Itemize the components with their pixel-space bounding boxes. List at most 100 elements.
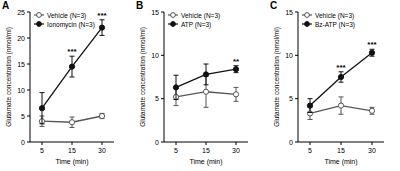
x-tick-label: 15 — [202, 147, 210, 154]
x-tick — [72, 142, 73, 145]
error-bar — [70, 56, 75, 77]
plot-area — [307, 49, 374, 119]
significance: *** — [367, 40, 377, 49]
x-tick — [206, 142, 207, 145]
data-point — [203, 72, 208, 77]
y-tick-label: 15 — [17, 61, 25, 68]
error-bar — [339, 97, 344, 114]
data-point — [39, 106, 44, 111]
error-bar — [370, 107, 375, 114]
x-tick-label: 5 — [174, 147, 178, 154]
y-tick — [295, 98, 298, 99]
y-tick-label: 0 — [289, 139, 293, 146]
x-tick-label: 15 — [68, 147, 76, 154]
plot-area — [39, 20, 104, 128]
y-tick-label: 15 — [151, 9, 159, 16]
data-point — [233, 92, 238, 97]
data-point — [69, 120, 74, 125]
error-bar — [100, 113, 105, 118]
y-tick-label: 5 — [155, 95, 159, 102]
legend-marker — [37, 22, 42, 27]
figure: A051015202551530Time (min)Glutamate conc… — [0, 0, 400, 171]
y-tick-label: 25 — [17, 9, 25, 16]
significance: *** — [336, 63, 346, 72]
data-point — [307, 103, 312, 108]
x-tick-label: 15 — [337, 147, 345, 154]
legend-marker — [305, 13, 310, 18]
x-tick-label: 30 — [368, 147, 376, 154]
y-tick — [161, 98, 164, 99]
significance: ** — [233, 57, 240, 66]
x-tick — [42, 142, 43, 145]
data-point — [369, 50, 374, 55]
legend-label: Vehicle (N=3) — [47, 12, 86, 20]
significance: *** — [97, 11, 107, 20]
y-tick — [27, 90, 30, 91]
legend-label: Vehicle (N=3) — [181, 12, 220, 20]
y-axis — [30, 12, 31, 142]
panel: B 0 5 10 15 5 15 30 Time (min) Glutamate concentr… — [136, 0, 248, 166]
data-point — [203, 89, 208, 94]
x-tick-label: 5 — [40, 147, 44, 154]
legend-marker — [171, 22, 176, 27]
y-tick — [27, 12, 30, 13]
y-axis-label: Glutamate concentration (nmol/ml) — [139, 27, 147, 127]
data-point — [173, 85, 178, 90]
legend-label: ATP (N=3) — [181, 21, 211, 29]
data-point — [369, 108, 374, 113]
y-tick-label: 10 — [151, 52, 159, 59]
y-tick — [27, 142, 30, 143]
x-tick-label: 30 — [98, 147, 106, 154]
error-bar — [370, 49, 375, 56]
y-tick-label: 5 — [289, 95, 293, 102]
y-tick — [161, 12, 164, 13]
y-tick — [295, 55, 298, 56]
y-tick-label: 10 — [285, 52, 293, 59]
legend-label: Ionomycin (N=3) — [47, 21, 95, 29]
x-tick — [372, 142, 373, 145]
data-point — [338, 74, 343, 79]
legend-marker — [305, 22, 310, 27]
legend-marker — [37, 13, 42, 18]
x-axis-label: Time (min) — [189, 158, 222, 166]
x-tick — [176, 142, 177, 145]
legend: Vehicle (N=3)ATP (N=3) — [168, 12, 220, 29]
series-line — [42, 28, 102, 109]
y-axis — [298, 12, 299, 142]
x-tick-label: 30 — [232, 147, 240, 154]
x-tick — [310, 142, 311, 145]
legend: Vehicle (N=3)Ionomycin (N=3) — [34, 12, 95, 29]
data-point — [233, 67, 238, 72]
panel-letter: C — [270, 0, 277, 11]
data-point — [338, 103, 343, 108]
significance: *** — [67, 47, 77, 56]
data-point — [99, 113, 104, 118]
y-axis — [164, 12, 165, 142]
y-tick-label: 15 — [285, 9, 293, 16]
y-tick-label: 0 — [155, 139, 159, 146]
x-axis-label: Time (min) — [324, 158, 357, 166]
error-bar — [100, 20, 105, 36]
error-bar — [204, 64, 209, 85]
error-bar — [234, 66, 239, 73]
error-bar — [234, 87, 239, 101]
panel-letter: B — [136, 0, 143, 11]
error-bar — [308, 99, 313, 113]
legend-label: Bz-ATP (N=3) — [315, 21, 355, 29]
series-line — [310, 53, 372, 106]
error-bar — [70, 117, 75, 127]
error-bar — [40, 93, 45, 124]
panel-letter: A — [2, 0, 9, 11]
x-tick — [236, 142, 237, 145]
x-tick — [102, 142, 103, 145]
legend: Vehicle (N=3)Bz-ATP (N=3) — [302, 12, 355, 29]
x-tick — [341, 142, 342, 145]
plot-area — [173, 64, 238, 107]
y-tick — [27, 116, 30, 117]
y-tick — [295, 142, 298, 143]
panel: A051015202551530Time (min)Glutamate conc… — [2, 0, 114, 166]
y-tick — [161, 142, 164, 143]
y-axis-label: Glutamate concentration (nmol/ml) — [273, 27, 281, 127]
y-tick — [27, 64, 30, 65]
panel: C05101551530Time (min)Glutamate concentr… — [270, 0, 384, 166]
